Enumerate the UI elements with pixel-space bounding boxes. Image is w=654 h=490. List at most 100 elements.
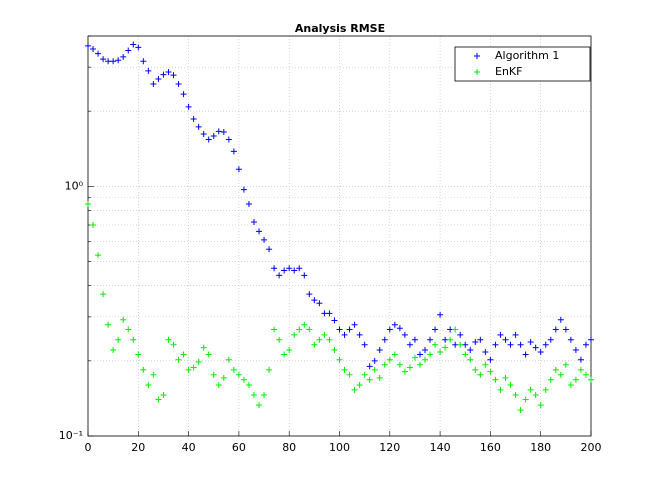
point	[422, 347, 429, 354]
point	[185, 366, 192, 373]
point	[311, 297, 318, 304]
point	[562, 361, 569, 368]
point	[487, 368, 494, 375]
point	[467, 347, 474, 354]
point	[85, 200, 91, 207]
point	[577, 356, 584, 363]
point	[321, 331, 328, 338]
point	[336, 326, 343, 333]
point	[588, 376, 594, 383]
point	[406, 341, 413, 348]
point	[527, 386, 534, 393]
point	[135, 44, 142, 51]
point	[276, 272, 283, 279]
point	[567, 382, 574, 389]
x-tick-label: 120	[379, 441, 400, 454]
point	[547, 336, 554, 343]
point	[110, 347, 117, 354]
point	[301, 321, 308, 328]
point	[235, 166, 242, 173]
point	[245, 200, 252, 207]
point	[256, 402, 263, 409]
legend-box	[454, 46, 591, 82]
point	[452, 326, 459, 333]
point	[286, 265, 293, 272]
point	[396, 325, 403, 332]
point	[512, 331, 519, 338]
x-tick-label: 160	[480, 441, 501, 454]
point	[125, 47, 132, 54]
x-tick-label: 20	[131, 441, 145, 454]
point	[281, 351, 288, 358]
point	[462, 341, 469, 348]
point	[492, 376, 499, 383]
point	[467, 356, 474, 363]
point	[447, 336, 454, 343]
point	[356, 331, 363, 338]
point	[457, 341, 464, 348]
point	[100, 56, 107, 63]
point	[250, 391, 257, 398]
point	[170, 72, 177, 79]
point	[150, 371, 157, 378]
point	[160, 71, 167, 78]
point	[200, 344, 207, 351]
point	[437, 348, 444, 355]
point	[547, 376, 554, 383]
x-tick-label: 140	[430, 441, 451, 454]
point	[582, 371, 589, 378]
point	[195, 358, 202, 365]
point	[356, 382, 363, 389]
point	[286, 347, 293, 354]
point	[165, 336, 172, 343]
point	[170, 341, 177, 348]
point	[562, 326, 569, 333]
point	[245, 382, 252, 389]
point	[391, 351, 398, 358]
x-tick-label: 80	[282, 441, 296, 454]
point	[497, 386, 504, 393]
point	[472, 366, 479, 373]
point	[341, 366, 348, 373]
point	[210, 371, 217, 378]
point	[477, 336, 484, 343]
point	[522, 396, 529, 403]
point	[326, 336, 333, 343]
point	[145, 382, 152, 389]
point	[411, 336, 418, 343]
point	[336, 356, 343, 363]
point	[316, 336, 323, 343]
y-tick-label: 10⁰	[65, 179, 84, 192]
point	[256, 228, 263, 235]
point	[235, 371, 242, 378]
point	[346, 371, 353, 378]
point	[572, 347, 579, 354]
point	[507, 382, 514, 389]
point	[195, 123, 202, 130]
point	[447, 326, 454, 333]
point	[406, 364, 413, 371]
point	[130, 41, 137, 48]
point	[250, 218, 257, 225]
point	[376, 347, 383, 354]
point	[366, 363, 373, 370]
point	[542, 386, 549, 393]
point	[557, 316, 564, 323]
point	[437, 311, 444, 318]
point	[190, 364, 197, 371]
point	[261, 391, 268, 398]
point	[120, 53, 127, 60]
point	[512, 391, 519, 398]
point	[95, 50, 102, 57]
point	[316, 300, 323, 307]
point	[582, 341, 589, 348]
point	[386, 356, 393, 363]
point	[331, 317, 338, 324]
point	[371, 357, 378, 364]
y-tick-label: 10⁻¹	[59, 429, 83, 442]
point	[125, 326, 132, 333]
point	[261, 236, 268, 243]
point	[120, 316, 127, 323]
point	[155, 76, 162, 83]
point	[361, 341, 368, 348]
